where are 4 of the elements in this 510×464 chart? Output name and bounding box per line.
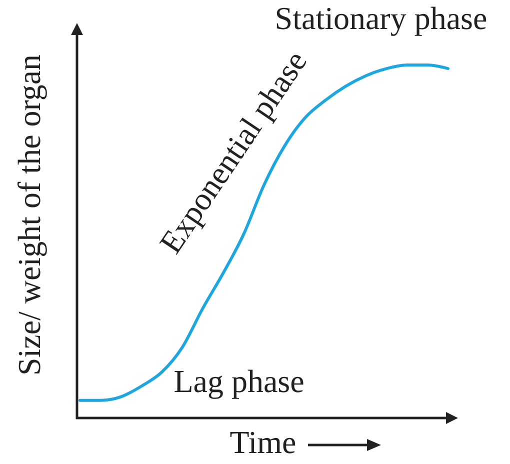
y-axis-title: Size/ weight of the organ [11, 54, 47, 376]
annotation: Lag phase [174, 363, 304, 399]
x-axis-title: Time [230, 424, 296, 460]
text: Stationary phase [274, 0, 488, 36]
